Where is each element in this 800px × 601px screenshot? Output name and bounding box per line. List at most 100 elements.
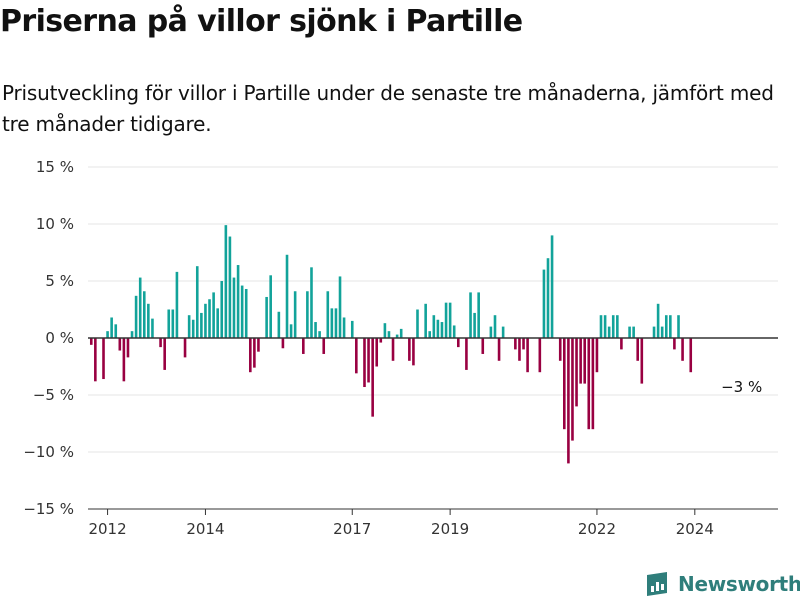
data-bar — [558, 338, 562, 361]
data-bar — [599, 315, 603, 338]
data-bar — [457, 338, 460, 348]
data-bar — [632, 326, 635, 338]
data-bar — [240, 285, 244, 338]
data-bar — [689, 338, 693, 373]
data-bar — [579, 338, 582, 384]
data-bar — [444, 302, 448, 338]
annotation-label: −3 % — [721, 378, 762, 396]
data-bar — [134, 295, 138, 338]
data-bar — [253, 338, 256, 368]
data-bar — [436, 319, 440, 338]
brand-logo: Newsworthy — [644, 567, 800, 601]
data-bar — [281, 338, 285, 349]
data-bar — [342, 317, 346, 338]
data-bar — [302, 338, 305, 354]
data-bar — [371, 338, 374, 417]
data-bar — [216, 308, 219, 338]
data-bar — [138, 277, 142, 338]
y-tick-label: 5 % — [45, 272, 74, 290]
data-bar — [469, 292, 472, 338]
data-bar — [102, 338, 105, 380]
data-bar — [616, 315, 619, 338]
data-bar — [677, 315, 680, 338]
data-bar — [289, 324, 293, 338]
data-bar — [489, 326, 493, 338]
data-bar — [318, 331, 321, 338]
data-bar — [669, 315, 672, 338]
data-bar — [159, 338, 162, 348]
data-bar — [448, 302, 452, 338]
brand-name: Newsworthy — [678, 572, 800, 596]
data-bar — [587, 338, 591, 430]
data-bar — [126, 338, 130, 358]
data-bar — [338, 276, 342, 338]
data-bar — [563, 338, 566, 430]
data-bar — [89, 338, 93, 345]
data-bar — [522, 338, 525, 350]
data-bar — [518, 338, 521, 361]
data-bar — [493, 315, 497, 338]
data-bar — [306, 291, 309, 338]
data-bar — [130, 331, 134, 338]
y-tick-label: 0 % — [45, 329, 74, 347]
data-bar — [277, 311, 281, 338]
newsworthy-logo-icon — [647, 572, 667, 596]
data-bar — [363, 338, 366, 388]
data-bar — [212, 292, 215, 338]
data-bar — [285, 254, 289, 338]
data-bar — [167, 309, 171, 338]
x-tick-label: 2019 — [431, 520, 469, 538]
data-bar — [220, 281, 224, 338]
data-bar — [200, 312, 203, 338]
data-bar — [122, 338, 126, 382]
data-bar — [432, 315, 436, 338]
data-bar — [575, 338, 578, 407]
data-bar — [94, 338, 97, 382]
data-bar — [620, 338, 623, 350]
data-bar — [673, 338, 676, 350]
data-bar — [473, 312, 476, 338]
data-bar — [110, 317, 113, 338]
data-bar — [383, 323, 387, 338]
x-tick-label: 2017 — [333, 520, 371, 538]
data-bar — [477, 292, 480, 338]
data-bar — [293, 291, 297, 338]
data-bar — [265, 296, 268, 338]
data-bar — [232, 277, 236, 338]
data-bar — [187, 315, 191, 338]
data-bar — [656, 303, 660, 338]
data-bar — [611, 315, 615, 338]
data-bar — [355, 338, 358, 374]
data-bar — [567, 338, 570, 464]
y-tick-label: 10 % — [36, 215, 74, 233]
data-bar — [640, 338, 644, 384]
data-bar — [310, 267, 313, 338]
data-bar — [195, 266, 199, 338]
data-bar — [118, 338, 122, 351]
data-bar — [428, 331, 432, 338]
data-bar — [408, 338, 411, 361]
x-tick-label: 2024 — [676, 520, 714, 538]
data-bar — [501, 326, 505, 338]
data-bar — [399, 328, 403, 338]
chart-subtitle: Prisutveckling för villor i Partille und… — [2, 81, 774, 136]
data-bar — [424, 303, 427, 338]
data-bar — [542, 269, 546, 338]
data-bar — [204, 303, 207, 338]
data-bar — [367, 338, 370, 383]
x-tick-label: 2014 — [186, 520, 224, 538]
data-bar — [142, 291, 146, 338]
data-bar — [314, 322, 317, 338]
data-bar — [595, 338, 599, 373]
data-bar — [514, 338, 517, 350]
data-bar — [224, 225, 228, 338]
data-bar — [379, 338, 383, 343]
data-bar — [257, 338, 260, 352]
data-bar — [664, 315, 668, 338]
data-bar — [175, 271, 179, 338]
y-tick-label: −5 % — [33, 386, 74, 404]
data-bar — [416, 309, 419, 338]
data-bar — [387, 331, 391, 338]
data-bar — [681, 338, 684, 361]
